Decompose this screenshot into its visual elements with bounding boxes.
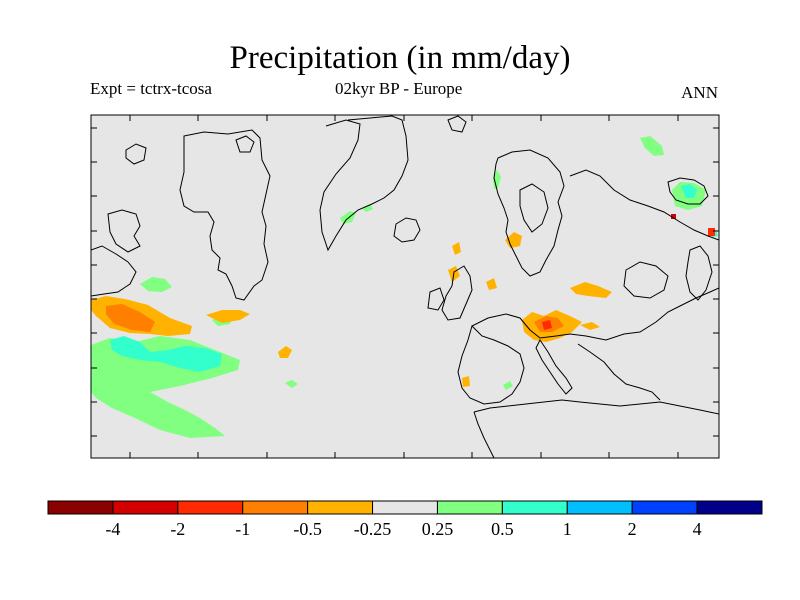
coastline-iceland [393,217,421,243]
anomaly-region-siberia-red [708,228,715,236]
coastline-north-africa [473,399,719,415]
anomaly-region-uk-yellow-2 [486,278,497,290]
anomaly-region-europe-yellow-east [580,322,600,330]
colorbar-tick-label: 0.25 [421,519,454,539]
anomaly-region-iberia-yellow [462,376,470,387]
colorbar-swatch [631,500,698,515]
anomaly-region-siberia-cyan [681,184,697,198]
coastline-canada-islands [107,209,141,253]
colorbar-swatch [112,500,179,515]
colorbar-swatch [372,500,438,515]
anomaly-region-ocean-yellow [278,346,292,358]
anomaly-region-balkan-yellow [570,282,612,298]
coastline-arctic-islands-2 [235,135,255,153]
anomaly-region-atlantic-cyan [110,336,222,372]
coastline-black-sea [623,261,669,299]
coastline-arctic-islands [125,143,147,165]
coastlines [91,115,719,458]
anomaly-region-siberia-red-2 [671,214,676,219]
coastline-italy [535,339,573,395]
anomaly-region-norway-yellow [452,242,461,255]
coastline-caspian [685,245,713,301]
colorbar-swatch [501,500,568,515]
colorbar [47,500,763,515]
anomaly-region-med-green-small [503,381,513,390]
coastline-greenland [179,129,271,301]
coastline-finland [519,183,549,233]
anomaly-region-atlantic-green-north [140,277,172,292]
colorbar-swatch [566,500,633,515]
colorbar-swatch [436,500,503,515]
map-background [91,115,719,458]
coastline-iceland-arm [319,115,409,252]
anomaly-region-ocean-green-small [285,380,298,388]
coastline-svalbard [447,115,467,133]
coastline-uk [441,265,473,321]
coastline-balkans [577,343,661,401]
anomaly-region-scandinavia-green [493,170,501,189]
colorbar-tick-label: -4 [105,519,121,539]
colorbar-tick-label: 1 [562,519,572,539]
colorbar-tick-label: -1 [235,519,251,539]
colorbar-tick-label: 4 [692,519,702,539]
colorbar-tick-label: -0.5 [293,519,322,539]
colorbar-swatch [307,500,374,515]
colorbar-swatch [242,500,309,515]
coastline-europe-mainland [471,287,719,341]
period-label: 02kyr BP - Europe [335,79,463,98]
coastline-novaya-zemlya [667,177,709,205]
colorbar-tick-label: -0.25 [353,519,392,539]
anomaly-region-greenland-green [340,211,356,224]
coastline-russia-north [569,169,719,241]
colorbar-swatch [696,500,763,515]
anomaly-region-red-speck [542,320,552,330]
coastline-scandinavia [493,149,565,277]
anomaly-region-atlantic-orange [106,304,155,332]
colorbar-tick-label: 2 [627,519,637,539]
anomaly-region-greenland-green-2 [362,204,373,212]
season-label: ANN [681,83,718,102]
anomaly-region-arctic-green [640,136,664,156]
anomaly-region-baltic-yellow [505,232,522,248]
colorbar-swatch [47,500,114,515]
colorbar-tick-label: -2 [170,519,186,539]
anomaly-region-atlantic-yellow-east [206,310,250,323]
colorbar-swatch [177,500,244,515]
coastline-iberia [457,325,525,405]
coastline-africa-west [473,411,495,458]
coastline-ireland [427,287,445,311]
map-title: Precipitation (in mm/day) [229,40,571,76]
experiment-label: Expt = tctrx-tcosa [90,79,212,98]
colorbar-tick-label: 0.5 [491,519,514,539]
coastline-labrador [91,245,137,297]
map-frame [90,114,720,459]
